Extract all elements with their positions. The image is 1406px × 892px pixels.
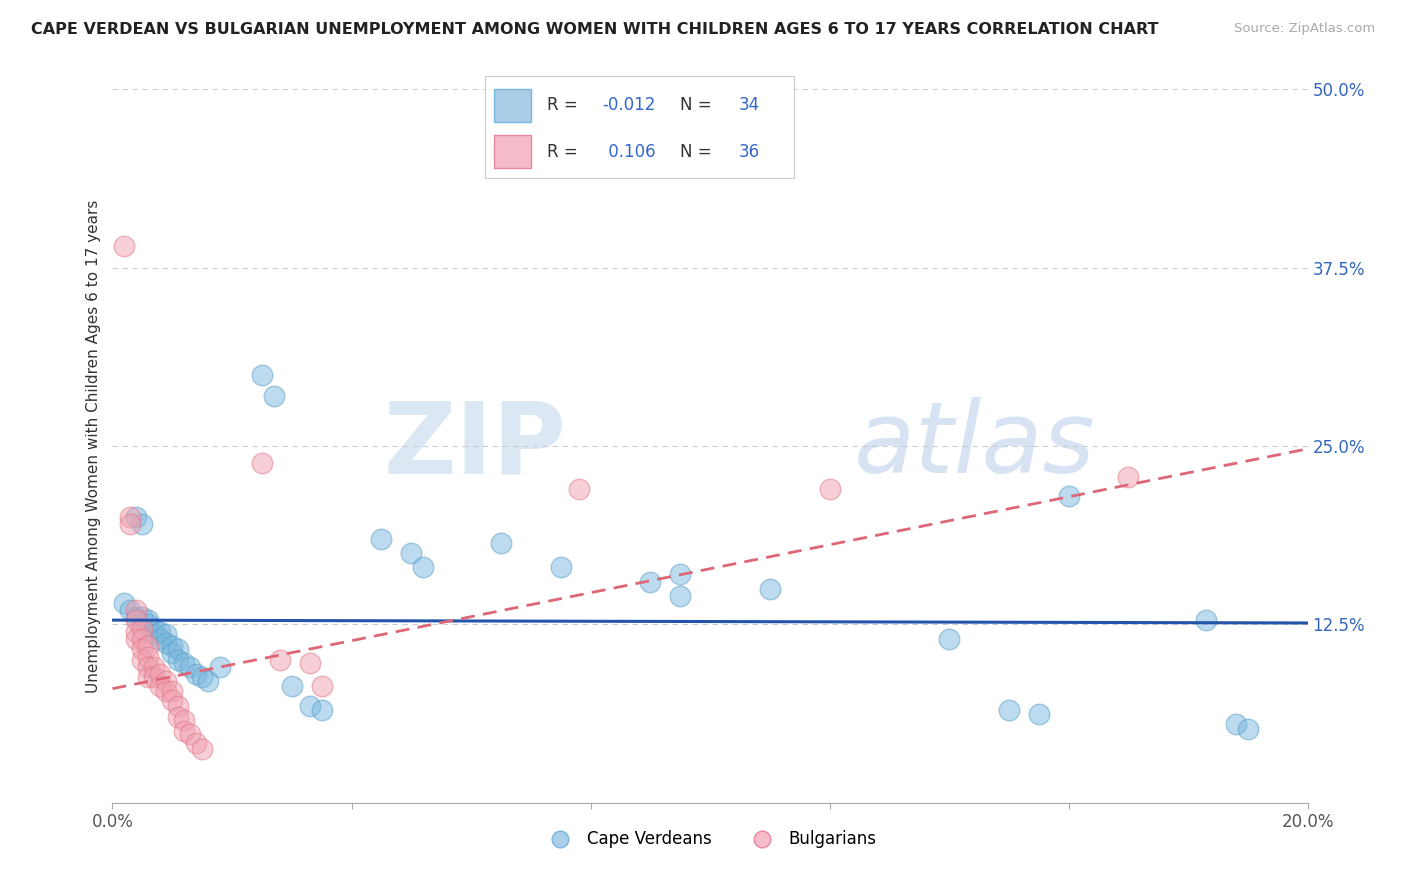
Point <box>125 632 148 646</box>
Point <box>173 724 195 739</box>
Point <box>250 368 273 382</box>
Point <box>298 698 321 713</box>
Point <box>263 389 285 403</box>
Text: Source: ZipAtlas.com: Source: ZipAtlas.com <box>1234 22 1375 36</box>
Point <box>167 653 190 667</box>
Point <box>1225 717 1247 731</box>
Point <box>120 510 142 524</box>
Text: 0.106: 0.106 <box>603 143 655 161</box>
Point <box>114 596 135 610</box>
Point <box>1118 470 1140 484</box>
Point <box>131 641 153 656</box>
Point <box>281 679 304 693</box>
Point <box>131 653 153 667</box>
Point <box>640 574 662 589</box>
Point <box>120 603 142 617</box>
Point <box>179 727 201 741</box>
Point <box>167 710 190 724</box>
Point <box>197 674 219 689</box>
Point <box>179 660 201 674</box>
Point <box>131 610 153 624</box>
FancyBboxPatch shape <box>495 136 531 168</box>
Point <box>311 703 333 717</box>
Point <box>167 698 190 713</box>
Point <box>138 639 160 653</box>
Text: atlas: atlas <box>853 398 1095 494</box>
Point <box>311 679 333 693</box>
Text: 34: 34 <box>738 95 759 113</box>
Point <box>155 674 177 689</box>
Point <box>131 517 153 532</box>
Point <box>131 632 153 646</box>
Text: N =: N = <box>681 143 717 161</box>
Point <box>138 670 160 684</box>
Text: 36: 36 <box>738 143 759 161</box>
Point <box>1028 707 1050 722</box>
Point <box>669 589 692 603</box>
Point <box>120 517 142 532</box>
Text: N =: N = <box>681 95 717 113</box>
Point <box>938 632 960 646</box>
Text: ZIP: ZIP <box>384 398 567 494</box>
Point <box>162 646 183 660</box>
Point <box>412 560 434 574</box>
Point <box>759 582 782 596</box>
Point <box>143 627 166 641</box>
Legend: Cape Verdeans, Bulgarians: Cape Verdeans, Bulgarians <box>537 824 883 855</box>
Point <box>191 741 214 756</box>
Point <box>568 482 591 496</box>
Point <box>155 636 177 650</box>
Point <box>1195 613 1218 627</box>
Text: R =: R = <box>547 95 583 113</box>
Point <box>298 656 321 670</box>
Point <box>162 693 183 707</box>
Point <box>669 567 692 582</box>
Point <box>125 510 148 524</box>
Point <box>138 617 160 632</box>
Point <box>125 610 148 624</box>
Point <box>191 670 214 684</box>
FancyBboxPatch shape <box>495 89 531 122</box>
Point <box>125 613 148 627</box>
Point <box>269 653 291 667</box>
Point <box>173 713 195 727</box>
Point <box>149 624 172 639</box>
Point <box>370 532 392 546</box>
Point <box>149 679 172 693</box>
Point <box>138 660 160 674</box>
Y-axis label: Unemployment Among Women with Children Ages 6 to 17 years: Unemployment Among Women with Children A… <box>86 199 101 693</box>
Point <box>401 546 423 560</box>
Point <box>250 456 273 470</box>
Text: -0.012: -0.012 <box>603 95 657 113</box>
Point <box>125 624 148 639</box>
Point <box>167 641 190 656</box>
Point <box>155 684 177 698</box>
Point <box>143 622 166 636</box>
Point <box>1057 489 1080 503</box>
Point <box>186 667 208 681</box>
Point <box>186 736 208 750</box>
Point <box>155 627 177 641</box>
Point <box>149 632 172 646</box>
Point <box>550 560 572 574</box>
Point <box>143 660 166 674</box>
Text: CAPE VERDEAN VS BULGARIAN UNEMPLOYMENT AMONG WOMEN WITH CHILDREN AGES 6 TO 17 YE: CAPE VERDEAN VS BULGARIAN UNEMPLOYMENT A… <box>31 22 1159 37</box>
Point <box>143 670 166 684</box>
Point <box>138 613 160 627</box>
Point <box>209 660 232 674</box>
Point <box>162 684 183 698</box>
Point <box>162 639 183 653</box>
Point <box>489 536 512 550</box>
Point <box>818 482 841 496</box>
Point <box>998 703 1021 717</box>
Point <box>138 650 160 665</box>
Point <box>125 603 148 617</box>
Point <box>114 239 135 253</box>
Point <box>1237 722 1260 736</box>
Point <box>173 656 195 670</box>
Point <box>149 667 172 681</box>
Point <box>131 622 153 636</box>
Text: R =: R = <box>547 143 583 161</box>
